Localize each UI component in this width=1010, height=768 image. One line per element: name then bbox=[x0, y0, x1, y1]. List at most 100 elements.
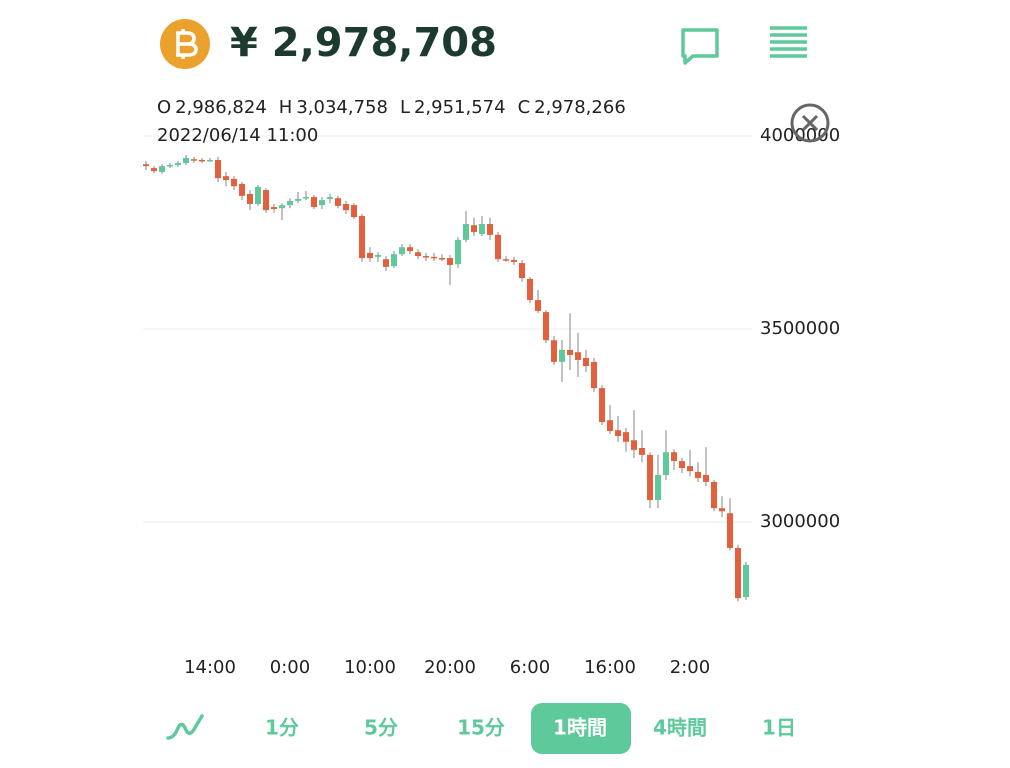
ohlc-label: L bbox=[399, 97, 410, 118]
ohlc-value: 2,986,824 bbox=[175, 97, 267, 118]
candle-body bbox=[735, 547, 741, 599]
ohlc-label: C bbox=[517, 97, 531, 118]
candle-body bbox=[231, 178, 237, 187]
timeframe-tab[interactable]: 1日 bbox=[762, 716, 796, 740]
candle-body bbox=[679, 461, 685, 469]
candle-body bbox=[743, 564, 749, 597]
ohlc-value: 3,034,758 bbox=[296, 97, 388, 118]
candle-body bbox=[391, 254, 397, 267]
candle-body bbox=[487, 224, 493, 235]
candle-body bbox=[687, 466, 693, 472]
candle-body bbox=[383, 259, 389, 267]
ohlc-line: O 2,986,824 H 3,034,758 L 2,951,574 C 2,978,266 bbox=[157, 97, 638, 118]
candle-body bbox=[271, 207, 277, 209]
candle-body bbox=[591, 361, 597, 389]
chat-button[interactable] bbox=[681, 28, 719, 65]
candle-body bbox=[503, 259, 509, 261]
x-tick-label: 2:00 bbox=[670, 657, 710, 678]
candle-body bbox=[727, 513, 733, 548]
candle-body bbox=[247, 193, 253, 204]
candle-body bbox=[311, 197, 317, 208]
timeframe-tab[interactable]: 5分 bbox=[364, 716, 398, 740]
candle-body bbox=[447, 258, 453, 265]
ohlc-label: O bbox=[157, 97, 172, 118]
candle-body bbox=[295, 198, 301, 201]
candle-body bbox=[343, 203, 349, 211]
candle-body bbox=[527, 278, 533, 301]
candle-body bbox=[575, 352, 581, 360]
candle-body bbox=[303, 197, 309, 199]
candle-body bbox=[407, 247, 413, 252]
candle-body bbox=[615, 430, 621, 436]
timeframe-tab[interactable]: 1分 bbox=[265, 716, 299, 740]
price: ¥ 2,978,708 bbox=[230, 20, 497, 66]
candle-body bbox=[607, 420, 613, 431]
candle-body bbox=[151, 168, 157, 172]
candle-body bbox=[479, 224, 485, 235]
candle-body bbox=[223, 176, 229, 181]
candle-body bbox=[599, 388, 605, 423]
x-tick-label: 20:00 bbox=[424, 657, 476, 678]
candle-body bbox=[351, 205, 357, 218]
candle-body bbox=[463, 224, 469, 240]
ohlc-value: 2,951,574 bbox=[413, 97, 506, 118]
menu-button[interactable] bbox=[770, 26, 807, 58]
candle-body bbox=[455, 239, 461, 265]
timeframe-tab[interactable]: 1時間 bbox=[553, 716, 607, 740]
candle-body bbox=[327, 197, 333, 199]
candle-body bbox=[175, 163, 181, 165]
x-tick-label: 16:00 bbox=[584, 657, 636, 678]
x-tick-label: 0:00 bbox=[270, 657, 310, 678]
candle-body bbox=[399, 247, 405, 255]
candle-body bbox=[671, 452, 677, 462]
candle-body bbox=[711, 481, 717, 509]
candle-body bbox=[287, 200, 293, 206]
candle-body bbox=[335, 198, 341, 206]
candle-body bbox=[695, 471, 701, 479]
candle-body bbox=[559, 349, 565, 362]
y-tick-label: 4000000 bbox=[760, 125, 840, 146]
candle-body bbox=[511, 259, 517, 262]
candle-body bbox=[279, 205, 285, 209]
y-tick-label: 3000000 bbox=[760, 511, 840, 532]
x-tick-label: 14:00 bbox=[184, 657, 236, 678]
plot: 3000000 3500000 4000000 14:00 0:00 10:00 20:00… bbox=[143, 125, 840, 678]
candle-body bbox=[199, 159, 205, 162]
candle-body bbox=[567, 349, 573, 355]
candle-body bbox=[431, 256, 437, 259]
candle-body bbox=[719, 508, 725, 512]
candle-body bbox=[191, 159, 197, 161]
candle-body bbox=[439, 258, 445, 260]
y-tick-label: 3500000 bbox=[760, 318, 840, 339]
timeframe-tab[interactable]: 15分 bbox=[457, 716, 505, 740]
candle-body bbox=[367, 252, 373, 259]
active-tab-background bbox=[531, 703, 631, 754]
candle-body bbox=[207, 159, 213, 162]
tabs: 1分 5分 15分 1時間 4時間 1日 bbox=[265, 716, 796, 740]
candle-body bbox=[359, 215, 365, 259]
candle-body bbox=[239, 183, 245, 196]
close-button[interactable] bbox=[790, 103, 830, 143]
x-tick-label: 6:00 bbox=[510, 657, 550, 678]
candle-body bbox=[551, 340, 557, 362]
candle-body bbox=[495, 234, 501, 260]
candle-body bbox=[535, 300, 541, 311]
candle-body bbox=[159, 166, 165, 172]
candle-body bbox=[543, 312, 549, 341]
bitcoin-logo bbox=[160, 19, 210, 69]
candle-body bbox=[519, 263, 525, 279]
candle-body bbox=[639, 447, 645, 455]
candle-body bbox=[623, 432, 629, 442]
timeframe-tab[interactable]: 4時間 bbox=[653, 716, 707, 740]
x-tick-label: 10:00 bbox=[344, 657, 396, 678]
line-chart-tab[interactable] bbox=[166, 714, 204, 740]
candle-body bbox=[167, 164, 173, 167]
candle-body bbox=[703, 474, 709, 482]
candle-body bbox=[255, 186, 261, 204]
candle-body bbox=[143, 164, 149, 167]
candle-body bbox=[415, 252, 421, 257]
candle-body bbox=[631, 440, 637, 450]
candle-body bbox=[215, 159, 221, 179]
